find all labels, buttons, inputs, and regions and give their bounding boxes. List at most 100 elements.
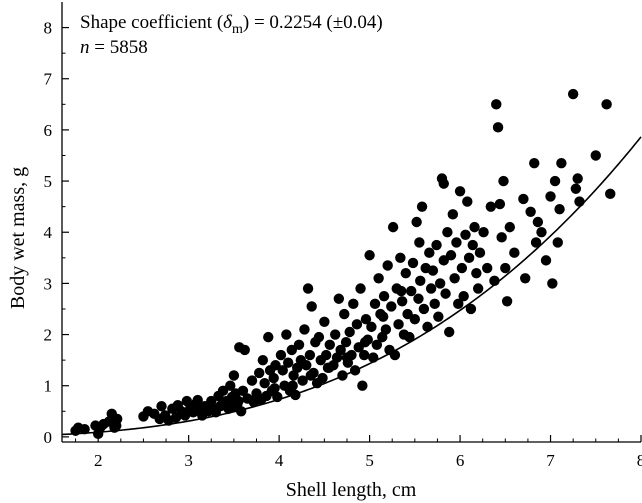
data-point [251,393,262,404]
data-point [411,216,422,228]
data-point [460,229,471,240]
data-point [492,122,504,133]
data-point [540,255,552,266]
x-tick-label: 3 [184,451,193,470]
data-point [463,252,475,264]
data-point [605,188,616,200]
data-point [387,221,399,233]
data-point [451,237,462,248]
data-point [317,372,328,384]
data-point [409,314,421,325]
data-point [357,380,368,391]
data-point [335,344,346,356]
data-point [297,375,308,386]
y-tick-label: 8 [44,19,53,38]
data-point [366,321,377,333]
data-point [301,360,312,371]
data-point [341,352,353,363]
data-point [525,206,536,217]
data-point [590,150,601,161]
data-point [277,365,288,376]
x-axis-title: Shell length, cm [286,479,417,501]
data-point [418,303,430,315]
data-point [257,354,269,366]
data-point [478,227,489,238]
data-point [287,380,298,391]
data-point [377,311,389,322]
data-point [407,257,419,269]
data-point [192,394,203,406]
data-point [454,186,466,197]
data-point [444,326,455,338]
data-point [359,337,371,348]
data-point [491,99,502,110]
data-point [500,262,511,274]
fit-curve [61,136,642,436]
data-point [305,370,316,381]
data-point [282,357,294,368]
data-point [547,278,558,289]
data-point [380,324,392,335]
axes [61,2,641,443]
data-point [324,339,335,350]
plot-area [61,88,642,440]
data-point [469,221,480,233]
data-point [323,362,335,374]
data-point [111,420,122,431]
data-point [422,321,433,333]
data-point [424,247,435,258]
data-point [504,221,516,233]
data-point [319,316,330,327]
data-point [530,237,542,248]
data-point [299,324,310,335]
data-point [254,367,265,379]
data-point [496,232,507,243]
data-point [462,196,473,207]
data-point [304,349,316,361]
y-axis-title: Body wet mass, g [7,167,29,309]
data-point [259,377,270,389]
shape-coefficient-annotation: Shape coefficient (δm) = 0.2254 (±0.04) [80,12,383,37]
data-point [351,319,363,330]
data-point [156,400,167,412]
data-point [601,99,612,110]
x-tick-label: 7 [546,451,555,470]
data-point [393,319,404,330]
data-point [472,283,484,294]
data-point [246,375,258,386]
x-tick-label: 6 [456,451,465,470]
data-point [215,400,226,412]
y-tick-label: 3 [44,274,53,293]
data-point [371,339,383,350]
data-point [425,283,437,294]
data-point [467,239,478,251]
data-point [330,329,341,340]
data-point [482,262,493,274]
x-tick-label: 5 [365,451,374,470]
data-point [438,178,449,189]
data-point [268,372,279,384]
y-tick-label: 7 [44,70,53,89]
data-point [378,290,390,302]
data-point [434,278,446,289]
data-point [302,283,314,294]
data-point [416,201,428,212]
data-point [306,301,317,312]
data-point [449,273,460,284]
data-point [471,267,482,279]
data-point [178,408,190,420]
data-point [348,298,359,310]
data-point [396,285,407,297]
data-point [532,216,544,228]
data-point [498,175,509,187]
data-point [355,283,366,294]
data-point [237,385,249,397]
data-point [197,405,208,416]
data-point [501,296,513,307]
data-point [396,296,408,307]
data-point [458,290,469,302]
data-point [281,329,292,340]
data-point [536,227,547,238]
data-point [429,298,440,310]
data-point [270,360,281,371]
